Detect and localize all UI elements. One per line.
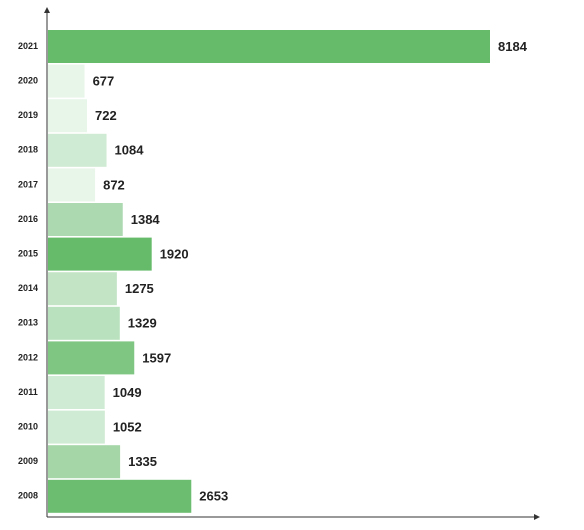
- y-tick-label: 2019: [18, 110, 38, 120]
- value-label: 1052: [113, 420, 142, 435]
- y-tick-label: 2016: [18, 214, 38, 224]
- bar: [48, 133, 107, 167]
- y-tick-label: 2020: [18, 75, 38, 85]
- bar: [48, 341, 135, 375]
- bar: [48, 445, 121, 479]
- y-tick-label: 2008: [18, 491, 38, 501]
- value-label: 677: [93, 74, 115, 89]
- y-tick-label: 2014: [18, 283, 38, 293]
- value-label: 8184: [498, 39, 528, 54]
- bar: [48, 99, 87, 133]
- value-label: 722: [95, 108, 117, 123]
- bar: [48, 168, 96, 202]
- y-tick-label: 2021: [18, 41, 38, 51]
- value-label: 1049: [113, 385, 142, 400]
- y-tick-label: 2009: [18, 456, 38, 466]
- y-tick-label: 2011: [18, 387, 38, 397]
- value-label: 1329: [128, 316, 157, 331]
- value-label: 1920: [160, 247, 189, 262]
- value-label: 1384: [131, 212, 161, 227]
- bar: [48, 64, 85, 98]
- value-label: 1275: [125, 281, 154, 296]
- y-tick-label: 2012: [18, 352, 38, 362]
- y-tick-label: 2010: [18, 421, 38, 431]
- bar: [48, 272, 117, 306]
- y-tick-label: 2018: [18, 145, 38, 155]
- y-tick-label: 2015: [18, 248, 38, 258]
- bar: [48, 306, 120, 340]
- bar: [48, 237, 152, 271]
- value-label: 1597: [142, 350, 171, 365]
- value-label: 872: [103, 177, 125, 192]
- bar: [48, 479, 192, 513]
- bar: [48, 30, 490, 63]
- y-tick-label: 2017: [18, 179, 38, 189]
- value-label: 2653: [199, 489, 228, 504]
- bar: [48, 376, 105, 409]
- bar: [48, 203, 123, 236]
- value-label: 1084: [115, 143, 145, 158]
- y-tick-label: 2013: [18, 318, 38, 328]
- value-label: 1335: [128, 454, 157, 469]
- bar: [48, 410, 105, 444]
